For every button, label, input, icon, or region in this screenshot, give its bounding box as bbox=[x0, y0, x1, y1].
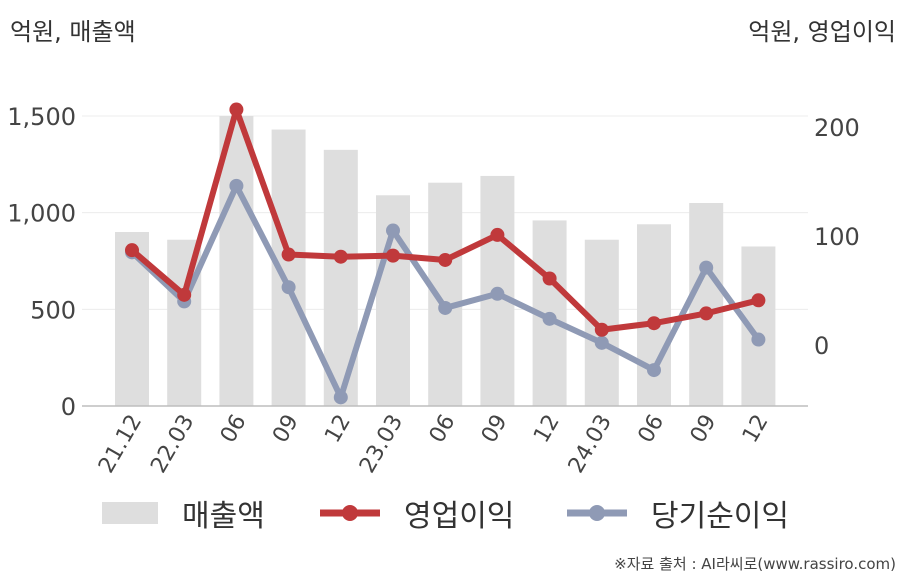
x-tick-label: 23.03 bbox=[355, 411, 408, 478]
x-tick-label: 06 bbox=[634, 411, 670, 448]
x-tick-label: 06 bbox=[216, 411, 252, 448]
point-net bbox=[281, 280, 296, 295]
point-net bbox=[333, 390, 348, 405]
legend-label-net: 당기순이익 bbox=[651, 499, 789, 534]
y-left-tick-label: 0 bbox=[61, 393, 76, 421]
point-net bbox=[699, 260, 714, 275]
legend-item-operating: 영업이익 bbox=[318, 490, 514, 536]
x-tick-label: 22.03 bbox=[146, 411, 199, 478]
legend-line-swatch-net bbox=[567, 505, 627, 521]
left-axis-unit: 억원, 매출액 bbox=[10, 18, 136, 46]
legend-item-revenue: 매출액 bbox=[100, 490, 265, 536]
right-axis-unit: 억원, 영업이익 bbox=[748, 18, 896, 46]
y-left-tick-label: 500 bbox=[30, 296, 76, 324]
y-right-tick-label: 0 bbox=[814, 332, 829, 360]
legend-bar-swatch bbox=[102, 502, 158, 524]
point-net bbox=[542, 311, 557, 326]
point-operating bbox=[281, 247, 296, 262]
bar-revenue bbox=[219, 116, 254, 406]
point-net bbox=[751, 332, 766, 347]
source-note: ※자료 출처 : AI라씨로(www.rassiro.com) bbox=[614, 555, 896, 573]
point-operating bbox=[699, 306, 714, 321]
point-net bbox=[647, 363, 661, 378]
x-tick-label: 21.12 bbox=[94, 411, 147, 478]
point-operating bbox=[177, 287, 192, 302]
bar-revenue bbox=[689, 203, 724, 406]
x-tick-label: 06 bbox=[425, 411, 461, 448]
y-left-tick-label: 1,500 bbox=[7, 103, 76, 131]
point-operating bbox=[647, 316, 661, 331]
point-operating bbox=[751, 293, 766, 308]
x-tick-label: 09 bbox=[268, 411, 304, 448]
point-operating bbox=[386, 248, 400, 263]
legend-item-net: 당기순이익 bbox=[565, 490, 789, 536]
point-net bbox=[386, 223, 400, 238]
legend-label-operating: 영업이익 bbox=[404, 499, 515, 534]
x-tick-label: 12 bbox=[320, 411, 356, 448]
chart-legend: 매출액 영업이익 당기순이익 bbox=[0, 490, 908, 540]
x-tick-label: 09 bbox=[686, 411, 722, 448]
y-left-tick-label: 1,000 bbox=[7, 200, 76, 228]
point-net bbox=[490, 286, 505, 301]
point-net bbox=[438, 300, 453, 315]
y-right-tick-label: 100 bbox=[814, 223, 860, 251]
legend-label-revenue: 매출액 bbox=[182, 499, 265, 534]
x-tick-label: 09 bbox=[477, 411, 513, 448]
bar-revenue bbox=[637, 224, 671, 406]
point-operating bbox=[438, 252, 453, 267]
legend-line-swatch-operating bbox=[320, 505, 380, 521]
x-tick-label: 24.03 bbox=[564, 411, 617, 478]
point-operating bbox=[490, 227, 505, 242]
point-operating bbox=[333, 249, 348, 264]
point-operating bbox=[594, 322, 609, 337]
x-tick-label: 12 bbox=[738, 411, 774, 448]
point-operating bbox=[542, 271, 557, 286]
point-net bbox=[229, 178, 244, 193]
x-tick-label: 12 bbox=[529, 411, 565, 448]
y-right-tick-label: 200 bbox=[814, 114, 860, 142]
point-operating bbox=[125, 243, 139, 258]
point-net bbox=[594, 335, 609, 350]
point-operating bbox=[229, 102, 244, 117]
bar-revenue bbox=[167, 239, 202, 406]
